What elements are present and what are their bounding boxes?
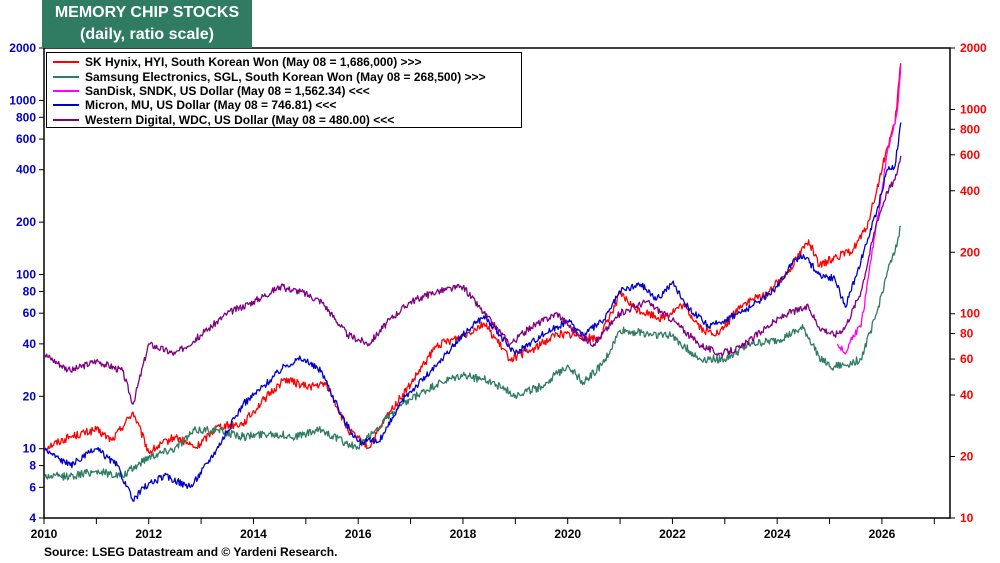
- left-tick-label: 2000: [9, 41, 36, 55]
- right-tick-label: 600: [960, 148, 980, 162]
- x-tick-label: 2012: [135, 527, 162, 541]
- chart-title: MEMORY CHIP STOCKS: [54, 4, 240, 21]
- right-tick-label: 60: [960, 352, 974, 366]
- series-line-1: [43, 63, 902, 455]
- x-tick-label: 2022: [659, 527, 686, 541]
- right-tick-label: 80: [960, 327, 974, 341]
- left-axis-ticks: 4 6 8 10 20 40 60 80 100 200 400 600 800 1000 2000: [9, 41, 44, 525]
- right-tick-label: 400: [960, 184, 980, 198]
- legend-swatch: [53, 61, 79, 64]
- right-axis-ticks: 10 20 40 60 80 100 200 400 600 800 1000 2000: [950, 41, 987, 525]
- legend-label: Micron, MU, US Dollar (May 08 = 746.81) …: [85, 98, 337, 113]
- chart-title-box: MEMORY CHIP STOCKS (daily, ratio scale): [42, 0, 252, 48]
- right-tick-label: 200: [960, 245, 980, 259]
- legend-swatch: [53, 75, 79, 78]
- legend-label: Western Digital, WDC, US Dollar (May 08 …: [85, 112, 395, 127]
- right-tick-label: 10: [960, 511, 974, 525]
- right-tick-label: 2000: [960, 41, 987, 55]
- left-tick-label: 800: [16, 110, 36, 124]
- left-tick-label: 8: [29, 459, 36, 473]
- x-tick-label: 2024: [764, 527, 791, 541]
- right-tick-label: 1000: [960, 102, 987, 116]
- series-line-4: [43, 122, 902, 502]
- legend-swatch: [53, 118, 79, 121]
- x-tick-label: 2014: [240, 527, 267, 541]
- left-tick-label: 600: [16, 132, 36, 146]
- legend-swatch: [53, 89, 79, 92]
- left-tick-label: 60: [23, 306, 37, 320]
- left-tick-label: 4: [29, 511, 36, 525]
- legend-swatch: [53, 104, 79, 107]
- legend-entry-sk-hynix: SK Hynix, HYI, South Korean Won (May 08 …: [47, 55, 521, 69]
- left-tick-label: 200: [16, 215, 36, 229]
- left-tick-label: 400: [16, 163, 36, 177]
- right-tick-label: 800: [960, 122, 980, 136]
- chart-subtitle: (daily, ratio scale): [80, 26, 214, 43]
- left-tick-label: 20: [23, 389, 37, 403]
- legend-label: SK Hynix, HYI, South Korean Won (May 08 …: [85, 55, 422, 70]
- x-tick-label: 2026: [869, 527, 896, 541]
- right-tick-label: 20: [960, 450, 974, 464]
- legend-entry-samsung: Samsung Electronics, SGL, South Korean W…: [47, 69, 521, 84]
- x-tick-label: 2020: [554, 527, 581, 541]
- series-line-2: [43, 225, 902, 481]
- x-tick-label: 2010: [31, 527, 58, 541]
- legend-entry-sandisk: SanDisk, SNDK, US Dollar (May 08 = 1,562…: [47, 84, 521, 98]
- left-tick-label: 1000: [9, 93, 36, 107]
- series-line-5: [43, 155, 902, 405]
- x-tick-label: 2018: [450, 527, 477, 541]
- left-tick-label: 100: [16, 268, 36, 282]
- left-tick-label: 10: [23, 442, 37, 456]
- legend-label: SanDisk, SNDK, US Dollar (May 08 = 1,562…: [85, 83, 370, 98]
- legend-entry-micron: Micron, MU, US Dollar (May 08 = 746.81) …: [47, 98, 521, 112]
- left-tick-label: 80: [23, 284, 37, 298]
- series-lines: [43, 63, 902, 502]
- x-axis-ticks: 2010 2012 2014 2016 2018 2020 2022 2024 2026: [31, 518, 935, 541]
- right-tick-label: 100: [960, 307, 980, 321]
- series-line-3: [836, 66, 902, 355]
- plot-frame: [43, 47, 951, 519]
- source-note: Source: LSEG Datastream and © Yardeni Re…: [44, 545, 338, 559]
- legend-label: Samsung Electronics, SGL, South Korean W…: [85, 69, 486, 84]
- left-tick-label: 40: [23, 337, 37, 351]
- x-tick-label: 2016: [345, 527, 372, 541]
- legend-entry-western-digital: Western Digital, WDC, US Dollar (May 08 …: [47, 113, 521, 127]
- right-tick-label: 40: [960, 388, 974, 402]
- left-tick-label: 6: [29, 480, 36, 494]
- legend: SK Hynix, HYI, South Korean Won (May 08 …: [46, 52, 522, 128]
